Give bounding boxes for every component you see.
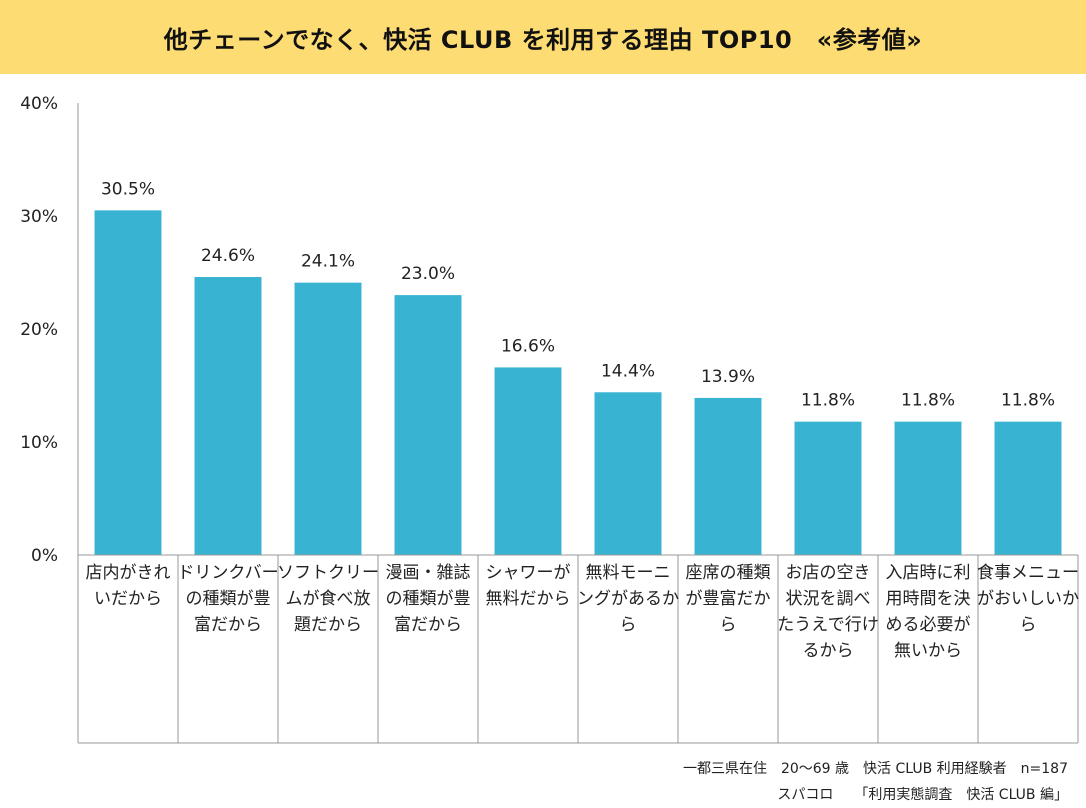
y-tick-label: 0% xyxy=(31,546,58,566)
bar xyxy=(794,421,862,555)
bar xyxy=(694,397,762,555)
category-label: ソフトクリームが食べ放題だから xyxy=(277,563,379,635)
bar xyxy=(394,295,462,555)
data-label: 11.8% xyxy=(801,391,855,411)
category-label: ドリンクバーの種類が豊富だから xyxy=(177,563,278,635)
category-label: シャワーが無料だから xyxy=(486,563,571,609)
category-label: お店の空き状況を調べたうえで行けるから xyxy=(777,563,879,661)
category-label: 食事メニューがおいしいから xyxy=(977,563,1079,635)
data-label: 11.8% xyxy=(901,391,955,411)
chart-title: 他チェーンでなく、快活 CLUB を利用する理由 TOP10 «参考値» xyxy=(163,25,923,54)
y-tick-label: 30% xyxy=(20,207,58,227)
category-label: 店内がきれいだから xyxy=(86,563,171,609)
title-banner: 他チェーンでなく、快活 CLUB を利用する理由 TOP10 «参考値» xyxy=(0,0,1086,74)
data-label: 24.1% xyxy=(301,252,355,272)
bar xyxy=(994,421,1062,555)
data-label: 13.9% xyxy=(701,367,755,387)
bar xyxy=(894,421,962,555)
category-label: 入店時に利用時間を決める必要が無いから xyxy=(886,563,971,661)
bar xyxy=(94,210,162,555)
y-tick-label: 40% xyxy=(20,94,58,114)
data-label: 14.4% xyxy=(601,361,655,381)
bar xyxy=(194,277,262,555)
bar xyxy=(594,392,662,555)
data-label: 11.8% xyxy=(1001,391,1055,411)
bar xyxy=(294,282,362,555)
data-label: 30.5% xyxy=(101,179,155,199)
footnote-sample: 一都三県在住 20～69 歳 快活 CLUB 利用経験者 n=187 xyxy=(682,761,1068,777)
data-label: 24.6% xyxy=(201,246,255,266)
bar xyxy=(494,367,562,555)
footnote-source: スパコロ 「利用実態調査 快活 CLUB 編」 xyxy=(777,787,1068,803)
y-tick-label: 10% xyxy=(20,433,58,453)
y-tick-label: 20% xyxy=(20,320,58,340)
data-label: 16.6% xyxy=(501,336,555,356)
category-label: 漫画・雑誌の種類が豊富だから xyxy=(386,563,471,635)
data-label: 23.0% xyxy=(401,264,455,284)
category-label: 座席の種類が豊富だから xyxy=(686,563,771,635)
category-label: 無料モーニングがあるから xyxy=(577,563,679,635)
